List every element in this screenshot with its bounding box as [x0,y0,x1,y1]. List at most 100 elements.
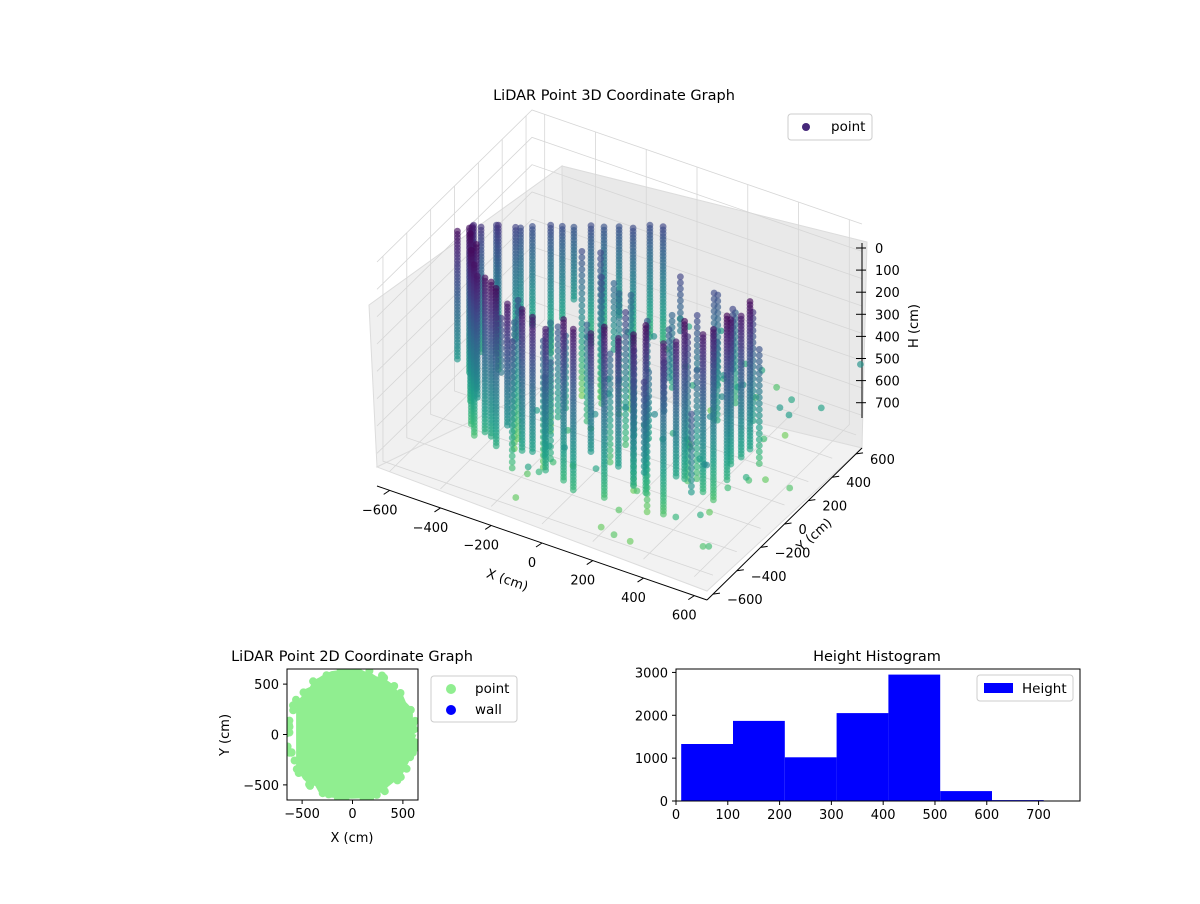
x-axis-label-3d: X (cm) [484,567,530,595]
z-tick-label-3d: 400 [875,330,900,345]
point-3d [640,402,648,410]
point-3d [755,436,763,443]
point-3d [578,326,586,333]
point-2d [396,689,405,697]
point-3d [742,473,750,481]
point-3d [640,378,648,386]
histogram-y-tick-label: 1000 [635,752,668,767]
point-3d [693,469,701,477]
point-3d [642,489,650,497]
point-3d [554,371,562,379]
gridline-z [376,191,863,345]
gridline-x [643,202,799,560]
point-3d [710,301,718,309]
point-3d [755,418,763,425]
point-3d [643,502,651,510]
point-3d [622,423,629,430]
gridline-z [376,136,863,290]
point-3d [857,361,864,368]
point-3d [610,531,618,539]
point-3d [554,323,562,331]
histogram-y-tick-label: 0 [660,795,668,810]
y-tick-label-2d: −500 [243,779,279,794]
point-3d [693,336,701,343]
y-tick-3d [760,545,768,548]
gridline-y [382,256,714,576]
point-3d [622,435,629,443]
point-3d [622,393,629,400]
point-3d [597,523,605,531]
point-2d [395,770,404,779]
point-3d [578,266,586,273]
point-3d [547,319,554,327]
point-3d [627,303,635,311]
x-tick-3d [383,489,390,495]
point-3d [693,421,701,428]
point-3d [547,371,554,378]
point-3d [693,445,701,452]
point-3d [606,404,614,412]
point-3d [606,440,614,448]
point-3d [554,383,562,391]
point-2d [324,790,333,799]
point-3d [693,354,701,361]
point-3d [454,355,461,363]
point-3d [597,249,604,257]
point-3d [693,397,701,404]
point-3d [578,362,586,369]
x-tick-label-3d: 0 [528,556,536,571]
y-tick-label-3d: 200 [822,500,847,515]
ticks-2d: −500 0 500 500 0 −500 [243,678,415,822]
x-tick-3d [484,525,492,530]
point-3d [755,394,763,401]
point-3d [497,350,505,358]
point-3d [524,463,532,471]
point-3d [688,446,695,454]
point-3d [677,309,684,317]
point-3d [587,448,595,455]
point-3d [578,386,586,394]
histogram-x-tick-label: 200 [767,808,792,823]
point-3d [640,457,648,464]
point-3d [710,307,718,315]
histogram-bar [888,674,941,801]
point-3d [665,338,673,345]
point-3d [788,396,795,404]
histogram-y-tick-label: 3000 [635,666,668,681]
y-tick-3d [832,475,840,478]
point-3d [535,468,543,476]
legend-3d-box [787,113,873,141]
point-2d [344,669,353,673]
point-3d [561,444,568,451]
point-3d [597,255,604,263]
y-ticks-3d: −600 −400 −200 0 200 400 600 [712,452,895,608]
point-3d [578,248,586,255]
point-3d [643,508,651,516]
point-3d [755,424,763,431]
point-3d [755,442,763,449]
point-3d [677,279,684,287]
point-3d [606,398,614,406]
point-3d [578,374,586,381]
point-3d [615,462,622,470]
point-3d [710,289,718,297]
point-3d [640,414,648,422]
x-tick-label-2d: 500 [390,807,415,822]
point-3d [640,445,648,452]
legend-2d-marker-point [446,684,456,694]
point-3d [610,316,618,323]
point-3d [578,302,586,309]
point-3d [598,279,605,287]
point-3d [710,295,718,303]
point-3d [677,297,684,305]
point-3d [729,305,737,313]
point-cloud-2d [296,669,417,799]
point-3d [508,428,516,436]
point-3d [699,543,707,550]
point-3d [606,374,614,382]
x-tick-label-3d: 400 [621,591,646,606]
point-3d [677,303,684,311]
point-3d [606,410,614,418]
point-2d [402,764,411,773]
histogram-frame [675,668,1081,802]
